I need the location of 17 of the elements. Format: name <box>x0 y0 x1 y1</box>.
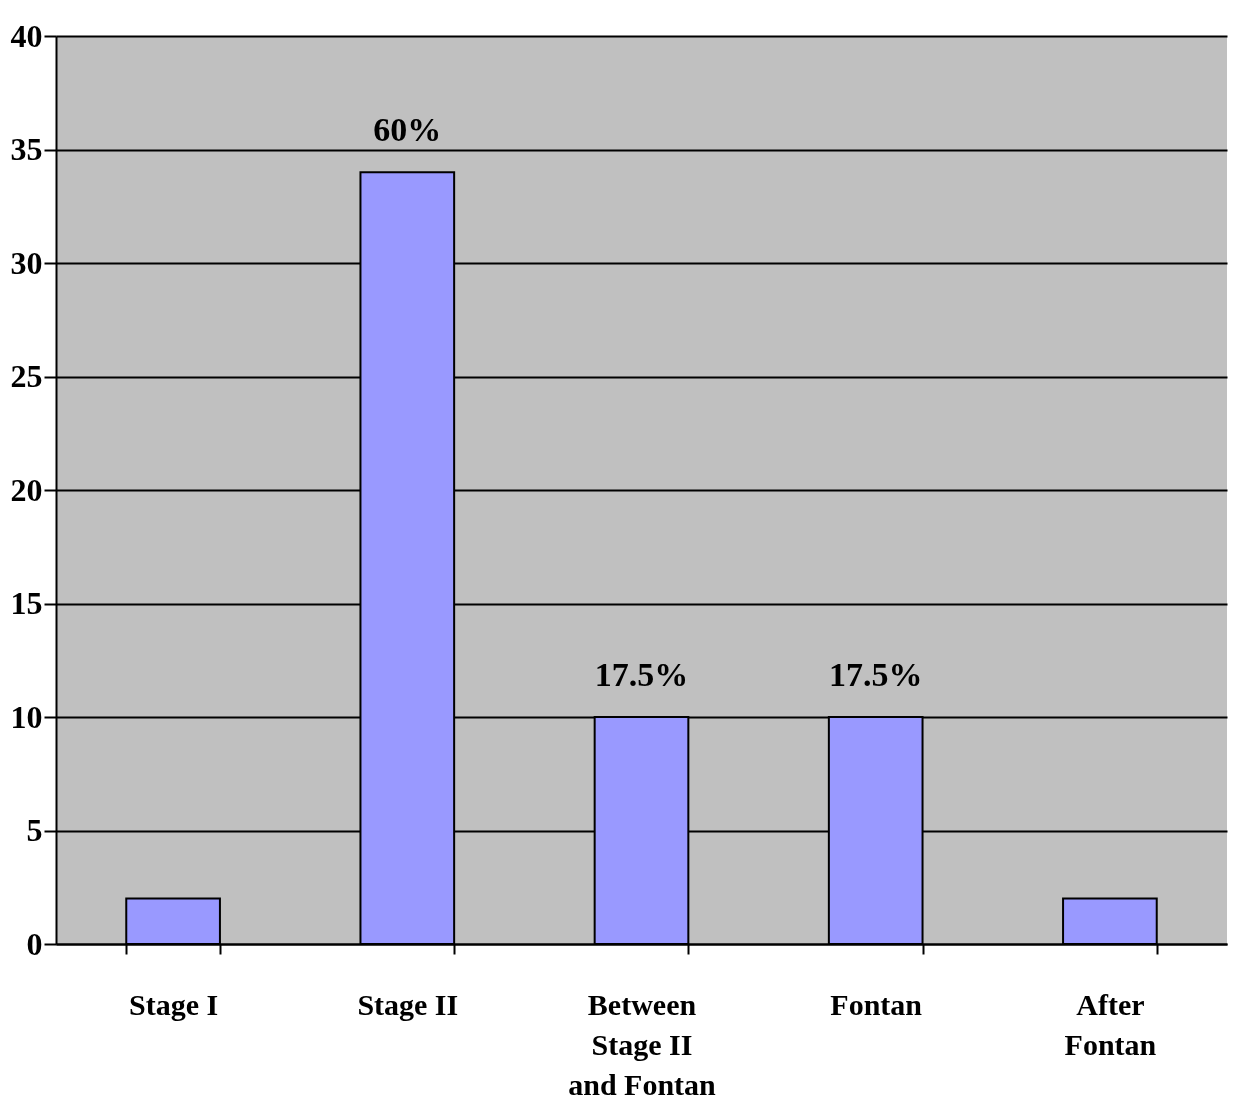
y-tick-label: 35 <box>10 131 43 167</box>
y-tick-label: 20 <box>10 471 43 508</box>
y-tick-label: 25 <box>10 358 43 394</box>
x-tick-label: Between Stage II and Fontan <box>568 987 717 1101</box>
annotation: 17.5% <box>594 656 689 693</box>
x-tick-label: Stage II <box>357 987 459 1021</box>
y-tick-label: 30 <box>10 244 43 281</box>
y-tick-label: 40 <box>10 17 43 54</box>
y-tick-label: 10 <box>10 698 43 735</box>
x-tick-label: Fontan <box>830 987 923 1021</box>
x-tick-label: Stage I <box>129 987 219 1021</box>
annotation: 17.5% <box>828 656 923 693</box>
y-tick-label: 15 <box>10 585 43 621</box>
annotation: 60% <box>373 111 442 149</box>
x-tick-label: After Fontan <box>1064 987 1157 1061</box>
y-tick-label: 5 <box>26 812 43 848</box>
y-tick-label: 0 <box>26 925 43 962</box>
